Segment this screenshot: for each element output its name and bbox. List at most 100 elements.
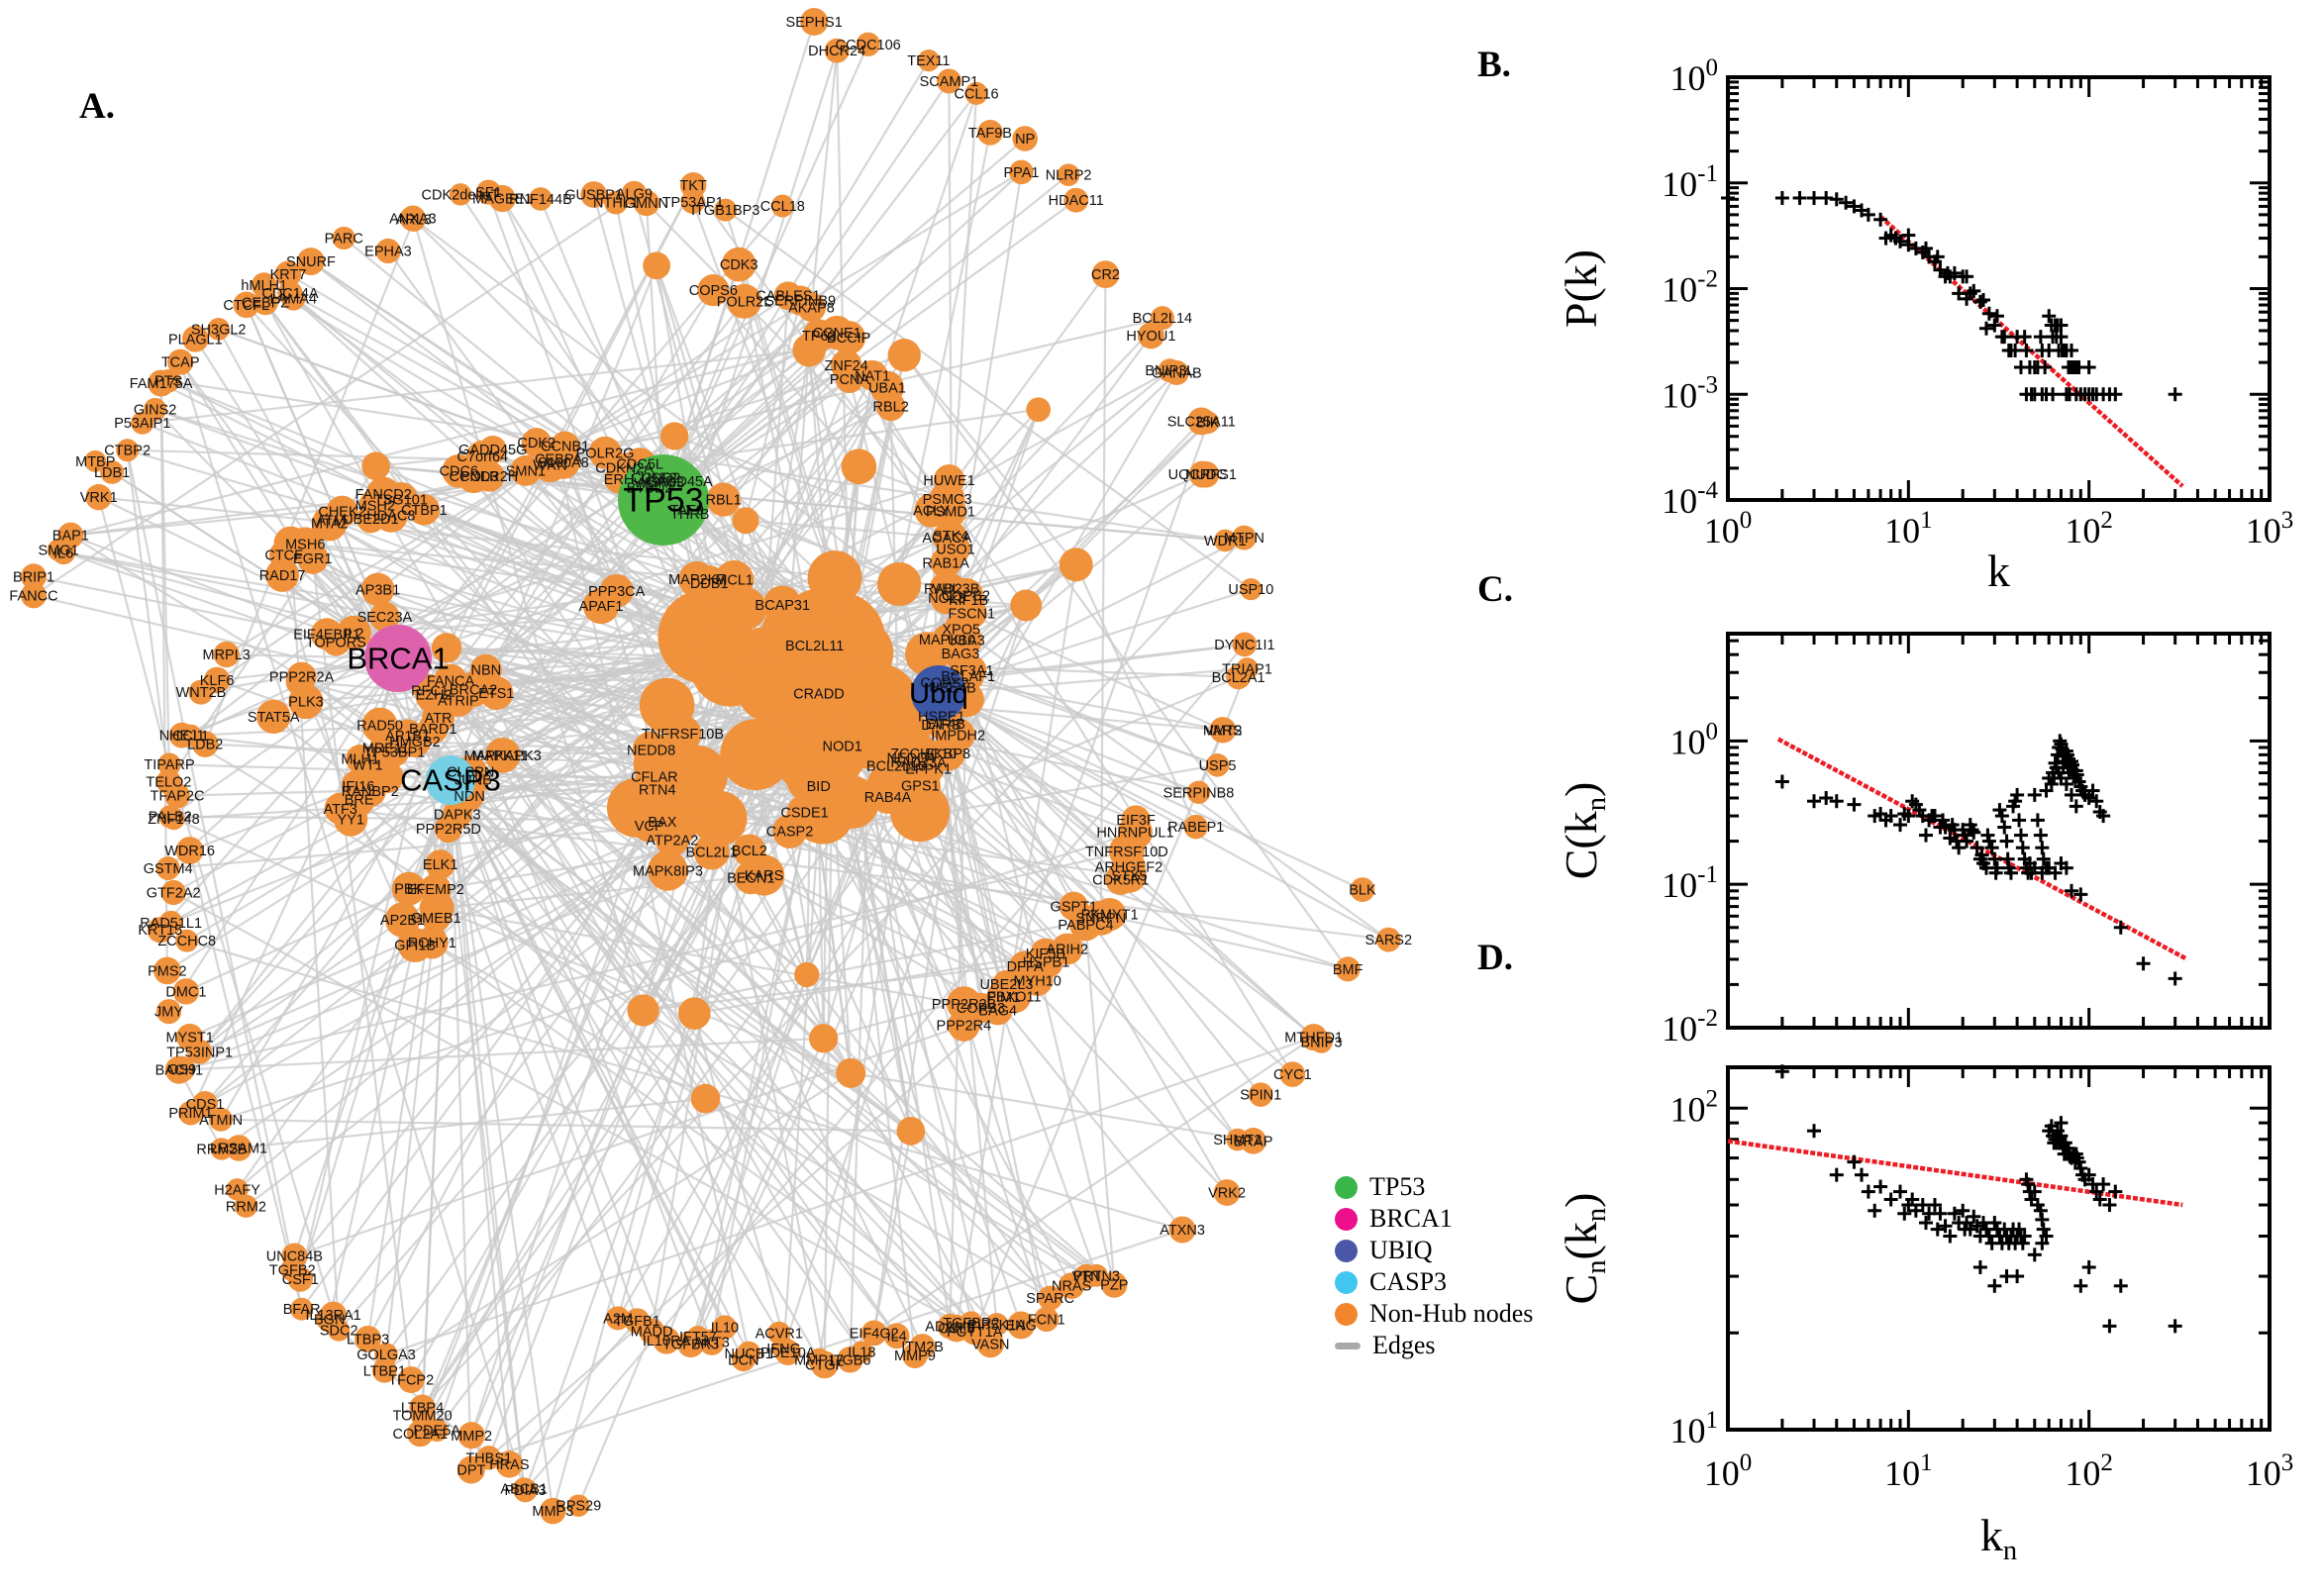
network-node	[800, 8, 829, 36]
network-node-label: PABPC4	[1058, 918, 1113, 934]
network-node-label: RRM2B	[196, 1142, 247, 1157]
network-node-label: KRT7	[270, 267, 307, 283]
network-node-label: NAT1	[855, 368, 890, 384]
network-node	[1240, 578, 1262, 601]
network-node-label: BRIP1	[13, 569, 54, 585]
network-node-label: NMT2	[1203, 723, 1242, 739]
network-node	[147, 917, 173, 944]
network-node	[1163, 359, 1189, 385]
network-node	[361, 451, 390, 481]
network-node-label: GADD45A	[646, 474, 713, 490]
tick-label: 100	[1704, 1449, 1753, 1493]
network-node-label: UBA1	[868, 380, 906, 396]
network-node	[225, 1135, 252, 1161]
network-node-label: NP	[1015, 132, 1035, 148]
network-node	[1248, 1082, 1273, 1107]
network-node-label: CCNE1	[813, 326, 861, 342]
network-node-label: TEX11	[907, 53, 950, 69]
network-node	[737, 1341, 761, 1365]
network-node-label: CDK2	[517, 436, 556, 451]
network-node-label: MAPK8IP3	[633, 863, 703, 879]
network-node-label: NBN	[470, 663, 501, 679]
network-node-label: VCP	[635, 819, 664, 835]
network-node	[172, 978, 200, 1005]
network-node	[909, 1334, 936, 1359]
network-node-label: SCAMP1	[920, 74, 979, 90]
network-node-label: ADAM9	[925, 1320, 974, 1336]
network-node-label: ITM2B	[901, 1340, 944, 1355]
network-node	[870, 780, 905, 814]
network-node-label: SF1	[475, 185, 502, 201]
network-node	[832, 320, 866, 355]
network-node-label: GUSBP1	[564, 188, 623, 204]
tick-label: 103	[2246, 507, 2294, 550]
legend-swatch-ubiq	[1335, 1239, 1358, 1262]
network-node	[977, 120, 1003, 146]
network-node-label: NHEJ1	[159, 729, 205, 745]
tick-label: 10-4	[1662, 477, 1718, 521]
network-node-label: HYOU1	[1126, 329, 1175, 345]
legend-label: TP53	[1369, 1172, 1426, 1201]
network-node	[566, 1494, 590, 1517]
network-node	[158, 805, 182, 829]
network-node-label: IL10RA	[643, 1334, 691, 1349]
network-node-label: CEBPZ	[242, 295, 289, 311]
network-node	[465, 440, 499, 473]
network-node-label: TIPARP	[144, 757, 194, 773]
network-node	[1196, 411, 1220, 435]
network-node-label: BAG4	[978, 1004, 1017, 1020]
network-node-label: BCL2L10	[866, 758, 926, 774]
network-node-label: EGR1	[293, 551, 333, 567]
network-node	[157, 752, 181, 776]
network-node-label: PRTN3	[1073, 1268, 1120, 1284]
network-node	[802, 769, 835, 803]
network-node	[168, 1055, 195, 1083]
axis-label: kn	[1980, 1510, 2017, 1566]
network-node	[320, 1301, 348, 1329]
scatter-points	[1774, 1064, 2182, 1334]
network-node-label: CSF1	[282, 1272, 319, 1288]
network-node	[677, 997, 711, 1030]
network-node	[425, 849, 455, 879]
network-node-label: ATXN3	[1160, 1223, 1205, 1239]
network-node	[710, 613, 752, 653]
network-node-label: THRB	[670, 507, 709, 523]
network-node	[176, 1023, 204, 1051]
network-node-label: RAB4A	[864, 790, 912, 806]
network-node-label: S100A8	[538, 455, 589, 471]
network-node	[743, 854, 785, 896]
network-node	[697, 274, 730, 307]
network-node	[714, 198, 738, 222]
network-node-label: ZCCHC10	[890, 747, 957, 762]
network-node-label: RTN4	[639, 782, 676, 798]
network-node-label: CDK3	[720, 257, 758, 273]
network-node-label: DFFA	[1007, 959, 1044, 975]
network-node	[542, 443, 575, 475]
network-node	[512, 1477, 536, 1500]
network-node-label: USP10	[1228, 582, 1273, 598]
network-node-label: NLRP2	[1046, 168, 1092, 184]
network-node-label: RBL1	[706, 493, 742, 509]
network-node	[310, 618, 344, 650]
network-node	[869, 370, 904, 405]
network-node-label: BRCA2	[450, 682, 497, 698]
network-node-label: HUWE1	[923, 473, 974, 489]
network-node-label: PLK3	[288, 695, 323, 711]
legend-swatch-edges	[1335, 1342, 1361, 1349]
hub-node-brca1	[364, 625, 432, 692]
network-node-label: VRK2	[1208, 1186, 1246, 1202]
network-node-label: SEC23A	[357, 610, 413, 626]
scatter-points	[1774, 734, 2182, 986]
network-node	[632, 731, 670, 769]
network-node	[100, 460, 125, 484]
plot-ticks	[1726, 75, 2272, 502]
network-node	[691, 790, 748, 847]
network-node-label: MRPL3	[203, 648, 251, 663]
network-node	[399, 205, 427, 232]
network-node-label: CDS1	[186, 1097, 225, 1113]
network-node-label: UQCRFS1	[1168, 467, 1237, 483]
network-node-label: PKMYT1	[1081, 908, 1139, 924]
network-node	[841, 449, 877, 485]
network-node-label: ANXA3	[389, 212, 437, 228]
network-node	[984, 1313, 1009, 1337]
